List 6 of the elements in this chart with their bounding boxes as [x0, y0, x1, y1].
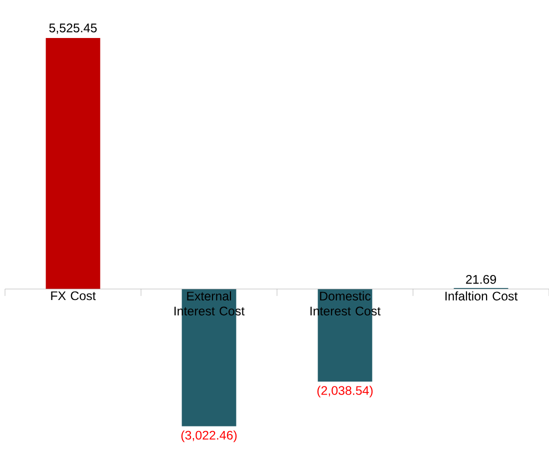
- x-tick-label: Infaltion Cost: [445, 291, 518, 301]
- x-tick-label: FX Cost: [51, 291, 96, 300]
- data-label: 5,525.45: [49, 24, 97, 34]
- data-label: (2,038.54): [317, 386, 373, 398]
- data-label: (3,022.46): [181, 430, 237, 442]
- data-label: 21.69: [466, 275, 496, 284]
